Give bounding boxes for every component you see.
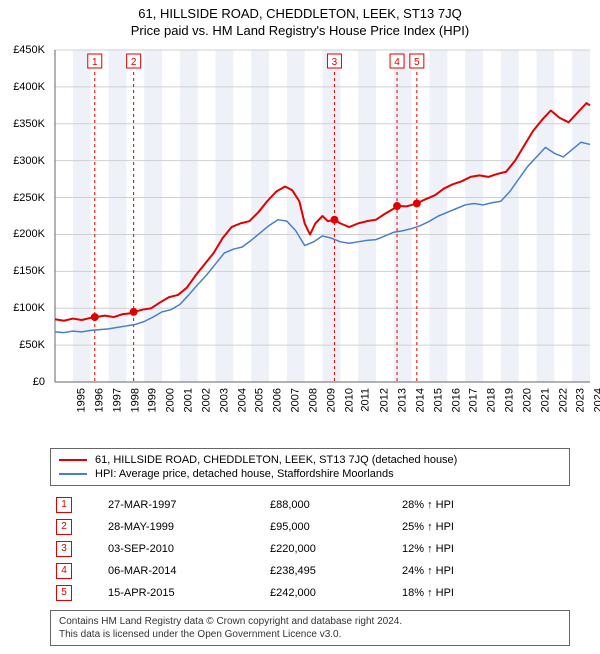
sale-number-box: 4	[56, 563, 72, 579]
sale-delta: 28% ↑ HPI	[396, 494, 570, 516]
title-line-2: Price paid vs. HM Land Registry's House …	[8, 23, 592, 38]
legend-row: HPI: Average price, detached house, Staf…	[59, 467, 561, 481]
sale-date: 28-MAY-1999	[102, 516, 264, 538]
sale-delta: 25% ↑ HPI	[396, 516, 570, 538]
x-axis-label: 2019	[503, 388, 515, 412]
x-axis-label: 2002	[200, 388, 212, 412]
footer-line: This data is licensed under the Open Gov…	[59, 628, 561, 641]
svg-text:3: 3	[332, 57, 338, 68]
x-axis-label: 2006	[272, 388, 284, 412]
y-axis-label: £400K	[13, 81, 45, 93]
sale-price: £220,000	[264, 538, 396, 560]
y-axis-label: £200K	[13, 228, 45, 240]
x-axis-label: 2007	[289, 388, 301, 412]
sale-number-box: 5	[56, 585, 72, 601]
x-axis-label: 2011	[360, 388, 372, 412]
y-axis-label: £150K	[13, 265, 45, 277]
chart-svg: 1 2 3 4 5	[0, 42, 600, 442]
y-axis-label: £450K	[13, 44, 45, 56]
x-axis-label: 2001	[182, 388, 194, 412]
legend-label: HPI: Average price, detached house, Staf…	[95, 468, 394, 480]
sale-date: 27-MAR-1997	[102, 494, 264, 516]
legend-swatch	[59, 459, 87, 461]
sale-date: 03-SEP-2010	[102, 538, 264, 560]
x-axis-label: 2020	[521, 388, 533, 412]
y-axis-label: £300K	[13, 155, 45, 167]
x-axis-label: 2024	[593, 388, 600, 412]
x-axis-label: 1999	[147, 388, 159, 412]
sale-delta: 18% ↑ HPI	[396, 582, 570, 604]
sale-number-box: 2	[56, 519, 72, 535]
x-axis-label: 2021	[539, 388, 551, 412]
x-axis-label: 2018	[486, 388, 498, 412]
chart-titles: 61, HILLSIDE ROAD, CHEDDLETON, LEEK, ST1…	[0, 0, 600, 42]
x-axis-label: 2004	[236, 388, 248, 412]
svg-text:2: 2	[131, 57, 137, 68]
table-row: 5 15-APR-2015£242,00018% ↑ HPI	[50, 582, 570, 604]
x-axis-label: 2012	[379, 388, 391, 412]
x-axis-label: 1996	[93, 388, 105, 412]
x-axis-label: 2023	[575, 388, 587, 412]
chart-area: 1 2 3 4 5 £0 £50K £100K £150K £200K £250K £300K £35…	[0, 42, 600, 442]
sale-date: 06-MAR-2014	[102, 560, 264, 582]
sale-date: 15-APR-2015	[102, 582, 264, 604]
x-axis-label: 2015	[432, 388, 444, 412]
svg-text:4: 4	[394, 57, 400, 68]
sales-table: 1 27-MAR-1997£88,00028% ↑ HPI 2 28-MAY-1999…	[50, 494, 570, 604]
x-axis-label: 2017	[468, 388, 480, 412]
sale-price: £238,495	[264, 560, 396, 582]
legend: 61, HILLSIDE ROAD, CHEDDLETON, LEEK, ST1…	[50, 448, 570, 486]
x-axis-label: 2010	[343, 388, 355, 412]
table-row: 2 28-MAY-1999£95,00025% ↑ HPI	[50, 516, 570, 538]
y-axis-label: £350K	[13, 118, 45, 130]
x-axis-label: 2022	[557, 388, 569, 412]
sale-price: £242,000	[264, 582, 396, 604]
attribution-footer: Contains HM Land Registry data © Crown c…	[50, 610, 570, 646]
y-axis-label: £250K	[13, 192, 45, 204]
sale-price: £95,000	[264, 516, 396, 538]
x-axis-label: 1997	[111, 388, 123, 412]
title-line-1: 61, HILLSIDE ROAD, CHEDDLETON, LEEK, ST1…	[8, 6, 592, 21]
x-axis-label: 2016	[450, 388, 462, 412]
table-row: 4 06-MAR-2014£238,49524% ↑ HPI	[50, 560, 570, 582]
svg-text:5: 5	[414, 57, 420, 68]
x-axis-label: 1995	[75, 388, 87, 412]
legend-swatch	[59, 473, 87, 475]
footer-line: Contains HM Land Registry data © Crown c…	[59, 615, 561, 628]
y-axis-label: £50K	[19, 339, 45, 351]
sale-delta: 24% ↑ HPI	[396, 560, 570, 582]
sale-delta: 12% ↑ HPI	[396, 538, 570, 560]
y-axis-label: £100K	[13, 302, 45, 314]
legend-label: 61, HILLSIDE ROAD, CHEDDLETON, LEEK, ST1…	[95, 454, 457, 466]
sale-number-box: 1	[56, 497, 72, 513]
sale-number-box: 3	[56, 541, 72, 557]
x-axis-label: 2014	[414, 388, 426, 412]
x-axis-label: 1998	[129, 388, 141, 412]
x-axis-label: 2000	[165, 388, 177, 412]
x-axis-label: 2008	[307, 388, 319, 412]
sale-price: £88,000	[264, 494, 396, 516]
y-axis-label: £0	[33, 376, 45, 388]
x-axis-label: 2009	[325, 388, 337, 412]
table-row: 3 03-SEP-2010£220,00012% ↑ HPI	[50, 538, 570, 560]
x-axis-label: 2003	[218, 388, 230, 412]
svg-text:1: 1	[92, 57, 98, 68]
legend-row: 61, HILLSIDE ROAD, CHEDDLETON, LEEK, ST1…	[59, 453, 561, 467]
x-axis-label: 2013	[396, 388, 408, 412]
x-axis-label: 2005	[254, 388, 266, 412]
table-row: 1 27-MAR-1997£88,00028% ↑ HPI	[50, 494, 570, 516]
